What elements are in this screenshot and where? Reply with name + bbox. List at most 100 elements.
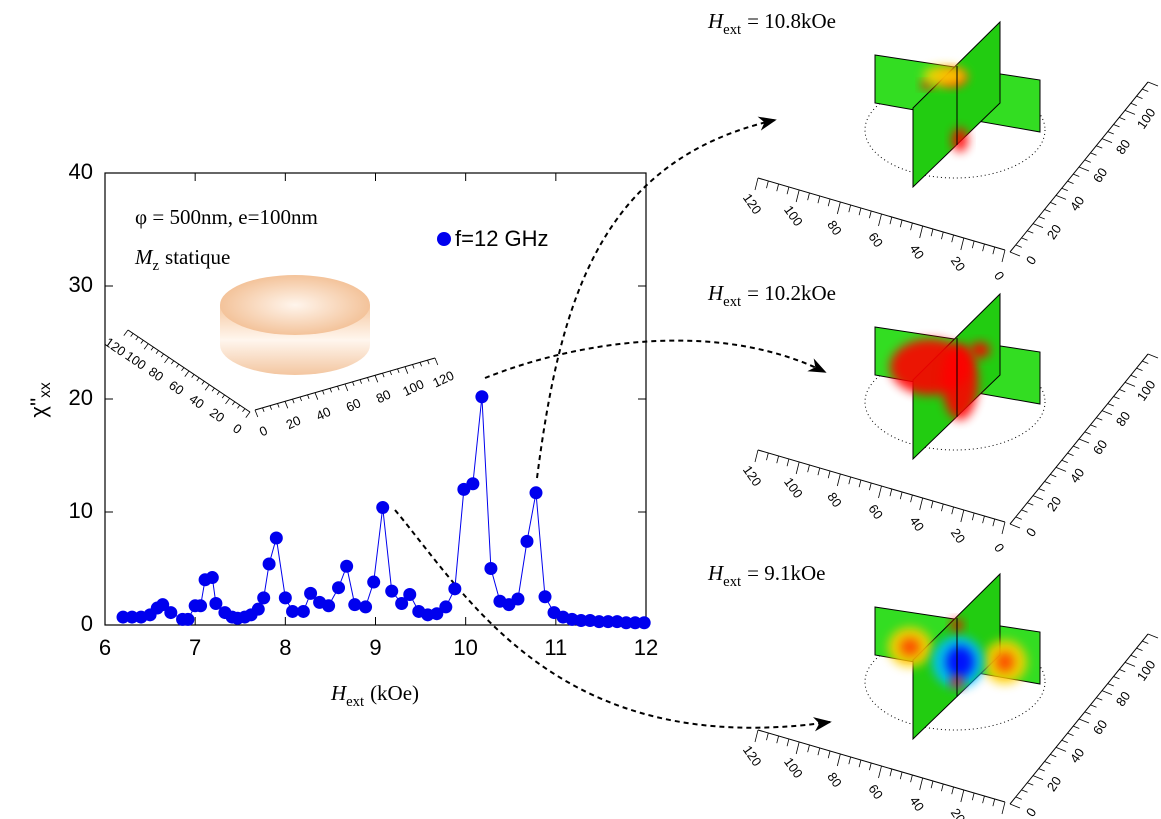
data-point (340, 559, 354, 573)
field-spot (970, 342, 990, 358)
panel-axis-tick (1096, 145, 1103, 149)
panel-axis-tick (766, 180, 769, 189)
inset-axis-tick (292, 399, 295, 404)
field-spot (946, 646, 974, 678)
panel-axis-tick (1090, 704, 1097, 708)
inset-axis-tick (329, 388, 332, 393)
inset-axis-tick (204, 384, 210, 391)
panel-axis-tick (971, 512, 975, 521)
field-spot (923, 66, 967, 86)
panel-axis-tick (1119, 117, 1126, 121)
arrow (394, 509, 832, 732)
panel-axis-tick (899, 491, 903, 500)
panel-axis-tick (869, 482, 872, 491)
panel-axis-label: 40 (907, 242, 928, 262)
panel-axis-tick (992, 246, 996, 255)
panel-axis-tick (1113, 676, 1120, 680)
panel-axis-tick (1021, 789, 1028, 793)
panel-axis-tick (1142, 360, 1149, 364)
panel-axis-label: 100 (781, 475, 806, 501)
panel-axis-label: 0 (1023, 525, 1039, 540)
panel-axis-tick (1044, 209, 1051, 213)
panel-axis-label: 60 (865, 230, 886, 250)
inset-axis-tick (262, 407, 265, 412)
panel-axis-label: 100 (781, 755, 806, 781)
panel-axis-tick (992, 798, 996, 807)
panel: Hext = 10.2kOe020406080100120020406080100… (707, 281, 1161, 555)
panel-axis-tick (1101, 690, 1113, 696)
panel-axis-tick (889, 216, 893, 225)
panel-axis-tick (848, 476, 852, 485)
arrow (536, 116, 777, 479)
panel-axis-tick (1136, 647, 1143, 651)
panel-axis-tick (930, 780, 934, 789)
data-point (332, 581, 346, 595)
inset-axis-tick (164, 357, 169, 364)
panel-axis-tick (919, 497, 924, 511)
data-point (511, 592, 525, 606)
panel-axis-tick (1078, 166, 1090, 172)
inset-axis-label: 120 (102, 334, 128, 359)
panel-axis-tick (795, 189, 800, 203)
panel-axis-tick (827, 750, 831, 759)
x-tick-label: 12 (634, 635, 658, 660)
data-point (376, 500, 390, 514)
panel-axis-tick (878, 213, 882, 227)
panel-axis-label: 100 (1134, 105, 1159, 131)
panel-axis-tick (1015, 244, 1022, 248)
inset-axis-label: 60 (344, 395, 363, 415)
inset-axis-tick (123, 329, 129, 336)
data-point (430, 607, 444, 621)
data-point (520, 534, 534, 548)
data-point (286, 604, 300, 618)
panel-axis-tick (971, 792, 975, 801)
panel-axis-tick (941, 783, 944, 792)
inset-axis-tick (160, 353, 164, 358)
panel-axis-tick (1015, 796, 1022, 800)
label-text: = 10.2kOe (747, 281, 836, 305)
panel-axis-tick (1119, 669, 1126, 673)
panel-axis-tick (1124, 109, 1136, 115)
inset-axis-tick (404, 366, 409, 374)
label-subscript: ext (346, 694, 364, 710)
panel-axis-tick (951, 506, 954, 515)
panel-axis-tick (1055, 194, 1067, 200)
inset-axis-tick (191, 374, 195, 378)
panel-axis-tick (1067, 452, 1074, 456)
legend-label: f=12 GHz (455, 226, 549, 251)
annotation: Mz statique (134, 245, 230, 274)
panel-axis-tick (889, 488, 893, 497)
data-point (209, 597, 223, 611)
data-point (619, 616, 633, 630)
inset-axis-tick (427, 360, 430, 365)
inset-axis-label: 0 (230, 421, 245, 437)
inset-axis-tick (216, 391, 220, 395)
panel-axis-tick (1101, 138, 1113, 144)
inset-axis-tick (176, 363, 180, 368)
panel-axis-tick (1107, 403, 1114, 407)
panel-axis-tick (754, 449, 759, 463)
inset-axis-tick (374, 375, 379, 383)
panel-axis-tick (858, 479, 862, 488)
inset-axis-tick (254, 409, 259, 418)
panel-axis-tick (1147, 353, 1159, 359)
panel-axis-label: 60 (865, 782, 886, 802)
data-point (194, 599, 208, 613)
panel-axis-tick (982, 795, 985, 804)
panel-axis-label: 40 (1067, 193, 1088, 213)
inset-axis-tick (171, 360, 175, 365)
panel-axis-tick (1113, 124, 1120, 128)
panel-axis-label: 20 (948, 806, 969, 819)
y-tick-label: 40 (69, 159, 93, 184)
panel-axis-tick (1124, 661, 1136, 667)
inset-axis-label: 20 (284, 413, 303, 433)
panel-axis-tick (1061, 459, 1068, 464)
panel-axis-tick (786, 186, 790, 195)
inset-axis-tick (181, 367, 185, 372)
panel-axis-tick (951, 786, 954, 795)
inset-axis-tick (434, 357, 439, 366)
inset-axis-label: 120 (430, 368, 456, 391)
label-symbol: H (330, 681, 348, 705)
inset-axis-label: 40 (187, 391, 207, 412)
label-subscript: z (153, 258, 160, 274)
